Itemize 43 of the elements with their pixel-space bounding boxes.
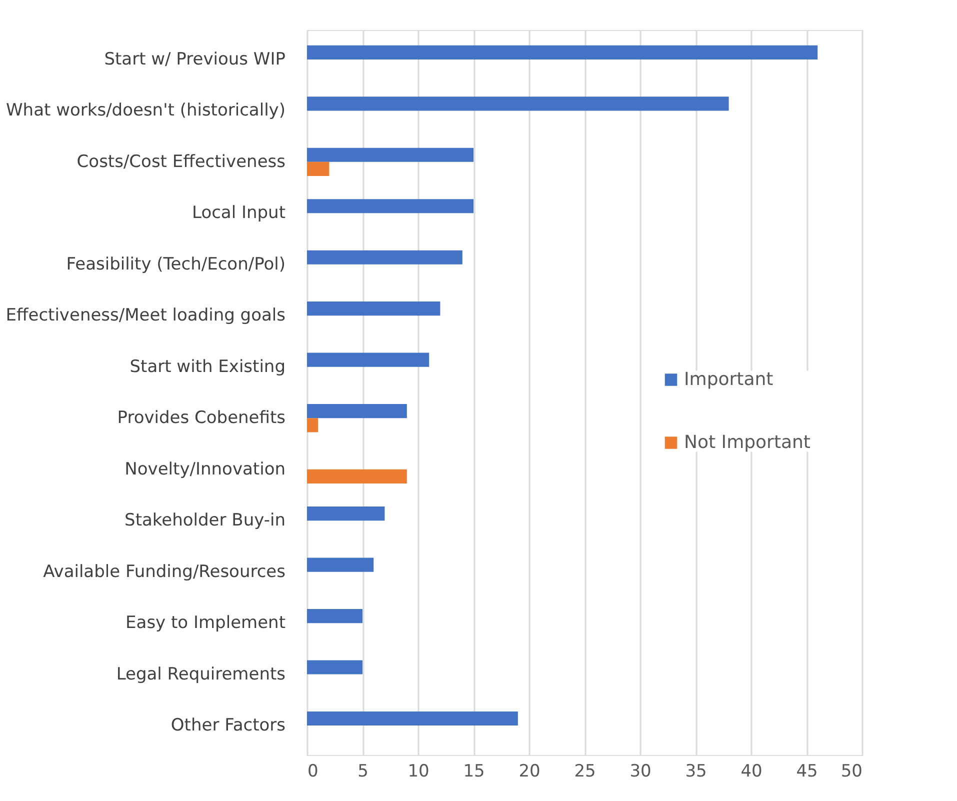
x-tick-label: 0 <box>308 762 318 782</box>
y-tick-label: Feasibility (Tech/Econ/Pol) <box>66 254 286 274</box>
bar <box>307 162 330 176</box>
y-tick-label: Local Input <box>192 203 286 224</box>
bar <box>307 199 474 214</box>
bar <box>307 96 729 111</box>
bar <box>307 250 462 264</box>
y-tick-label: Stakeholder Buy-in <box>124 510 286 531</box>
y-tick-label: Provides Cobenefits <box>117 408 286 428</box>
bar <box>307 148 474 162</box>
x-tick-label: 15 <box>463 762 485 782</box>
x-tick-label: 20 <box>518 762 540 782</box>
y-tick-label: Effectiveness/Meet loading goals <box>6 306 286 326</box>
x-tick-label: 30 <box>630 762 652 782</box>
legend-label: Important <box>684 368 774 390</box>
bar <box>307 418 318 432</box>
y-tick-label: Easy to Implement <box>126 613 286 634</box>
y-tick-label: Start with Existing <box>130 356 286 377</box>
x-tick-label: 45 <box>796 762 818 782</box>
x-tick-label: 5 <box>358 762 368 782</box>
y-tick-label: Available Funding/Resources <box>43 562 286 582</box>
bar <box>307 45 818 60</box>
y-tick-label: Start w/ Previous WIP <box>104 49 286 70</box>
x-tick-label: 25 <box>574 762 596 782</box>
bar <box>307 352 430 367</box>
bar <box>307 302 440 316</box>
y-tick-label: Legal Requirements <box>116 664 286 684</box>
bar <box>307 660 362 674</box>
y-tick-label: Novelty/Innovation <box>124 459 286 480</box>
y-tick-label: Other Factors <box>170 716 286 736</box>
bar <box>307 506 385 521</box>
bar <box>307 469 407 484</box>
y-tick-label: Costs/Cost Effectiveness <box>76 152 286 172</box>
bar <box>307 711 518 726</box>
bar <box>307 558 374 572</box>
x-tick-label: 40 <box>740 762 762 782</box>
bar <box>307 404 407 418</box>
y-tick-label: What works/doesn't (historically) <box>6 100 286 121</box>
bar <box>307 608 362 624</box>
x-tick-label: 10 <box>408 762 430 782</box>
legend-label: Not Important <box>684 432 810 453</box>
x-tick-label: 35 <box>685 762 707 782</box>
x-tick-label: 50 <box>840 762 862 782</box>
